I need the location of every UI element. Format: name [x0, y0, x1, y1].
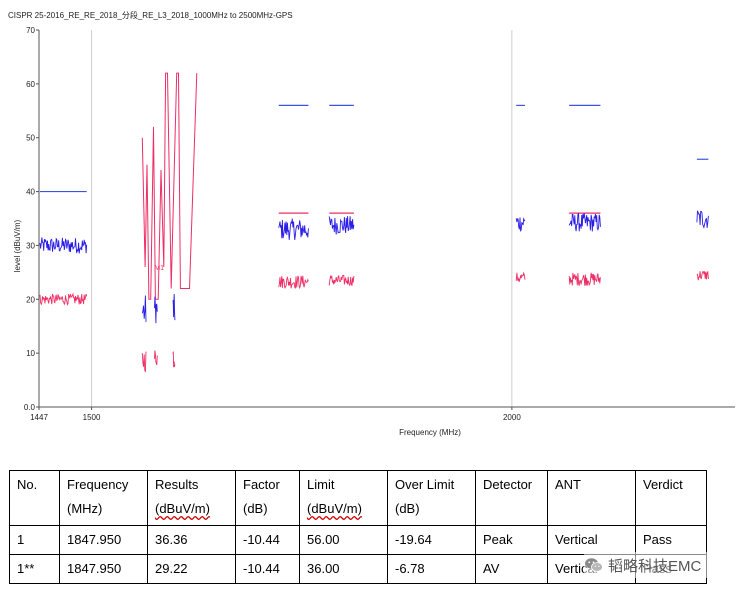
measurement-trace [141, 295, 147, 322]
measurement-trace [328, 274, 355, 287]
header-factor: Factor (dB) [235, 470, 300, 526]
measurement-trace [328, 216, 355, 235]
table-row: 1 1847.950 36.36 -10.44 56.00 -19.64 Pea… [9, 525, 707, 555]
y-tick-label: 20 [26, 295, 35, 304]
cell-detector: AV [475, 554, 548, 584]
measurement-trace [39, 292, 88, 306]
x-tick-label: 1500 [83, 413, 101, 422]
cell-limit: 56.00 [299, 525, 388, 555]
watermark-text: 韬略科技EMC [608, 557, 702, 575]
tick-labels: 0.0 10 20 30 40 50 60 70 1447 1500 2000 [24, 26, 521, 422]
cell-verdict: Pass [635, 525, 707, 555]
cell-frequency: 1847.950 [59, 525, 148, 555]
cell-over-limit: -19.64 [387, 525, 476, 555]
header-verdict: Verdict [635, 470, 707, 526]
spectrum-chart: 0.0 10 20 30 40 50 60 70 1447 1500 2000 Frequency … [13, 26, 735, 437]
measurement-trace [172, 351, 176, 368]
header-results: Results (dBuV/m) [147, 470, 236, 526]
header-limit: Limit (dBuV/m) [299, 470, 388, 526]
y-tick-label: 60 [26, 80, 35, 89]
measurement-trace [141, 351, 147, 373]
axes [36, 29, 735, 410]
plot-data [39, 72, 709, 373]
header-detector: Detector [475, 470, 548, 526]
x-tick-label: 2000 [503, 413, 521, 422]
cell-no: 1 [9, 525, 60, 555]
limit-line [141, 72, 198, 300]
measurement-trace [568, 272, 601, 287]
cell-no: 1** [9, 554, 60, 584]
measurement-trace [39, 237, 88, 254]
chart-title: CISPR 25-2016_RE_RE_2018_分段_RE_L3_2018_1… [8, 11, 293, 20]
cell-limit: 36.00 [299, 554, 388, 584]
measurement-trace [515, 271, 526, 283]
cell-results: 29.22 [147, 554, 236, 584]
header-over-limit: Over Limit (dB) [387, 470, 476, 526]
table-row: 1** 1847.950 29.22 -10.44 36.00 -6.78 AV… [9, 554, 707, 584]
grid-lines [91, 30, 513, 407]
wechat-icon [585, 558, 603, 572]
measurement-trace [696, 210, 709, 229]
x-axis-label: Frequency (MHz) [399, 428, 461, 437]
y-axis-label: level (dBuV/m) [13, 219, 22, 272]
y-tick-label: 40 [26, 188, 35, 197]
y-tick-label: 30 [26, 241, 35, 250]
measurement-trace [278, 218, 309, 240]
y-tick-label: 50 [26, 134, 35, 143]
measurement-trace [696, 270, 709, 281]
cell-detector: Peak [475, 525, 548, 555]
cell-results: 36.36 [147, 525, 236, 555]
y-tick-label: 10 [26, 349, 35, 358]
header-frequency: Frequency (MHz) [59, 470, 148, 526]
watermark: 韬略科技EMC [584, 552, 734, 578]
measurement-trace [568, 212, 601, 232]
cell-over-limit: -6.78 [387, 554, 476, 584]
cell-factor: -10.44 [235, 525, 300, 555]
measurement-trace [515, 217, 526, 232]
y-tick-label: 70 [26, 26, 35, 35]
x-tick-label: 1447 [30, 413, 48, 422]
cell-frequency: 1847.950 [59, 554, 148, 584]
measurement-trace [154, 296, 158, 324]
cell-factor: -10.44 [235, 554, 300, 584]
table-header-row: No. Frequency (MHz) Results (dBuV/m) Facto… [9, 470, 707, 526]
cell-ant: Vertical [547, 525, 636, 555]
measurement-trace [278, 275, 309, 290]
y-tick-label: 0.0 [24, 403, 36, 412]
measurement-trace [154, 350, 158, 366]
marker-label: M1 [154, 265, 164, 272]
header-no: No. [9, 470, 60, 526]
measurement-trace [172, 293, 176, 321]
header-ant: ANT [547, 470, 636, 526]
results-table: No. Frequency (MHz) Results (dBuV/m) Facto… [9, 470, 707, 584]
